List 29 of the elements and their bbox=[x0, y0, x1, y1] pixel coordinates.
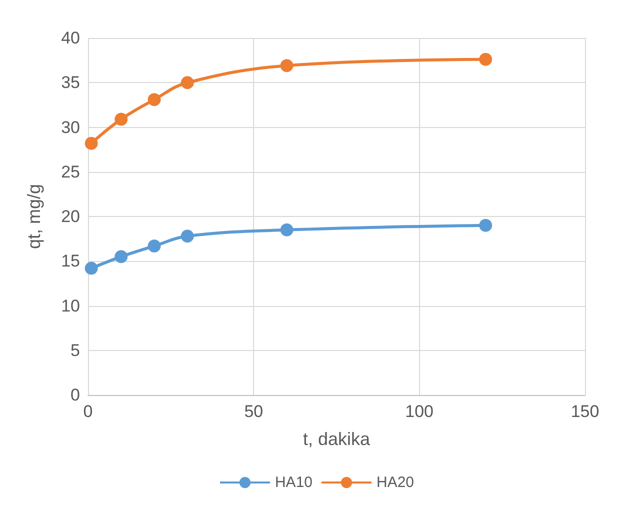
legend-label: HA20 bbox=[376, 474, 414, 491]
y-axis-title: qt, mg/g bbox=[24, 184, 44, 250]
x-tick-label: 0 bbox=[83, 402, 93, 421]
y-tick-label: 30 bbox=[61, 118, 80, 137]
point bbox=[84, 262, 98, 275]
y-tick-label: 0 bbox=[70, 386, 80, 404]
y-tick-label: 35 bbox=[61, 73, 80, 92]
point bbox=[280, 59, 294, 72]
y-tick-label: 15 bbox=[61, 252, 80, 271]
point bbox=[180, 230, 194, 243]
y-tick-label: 40 bbox=[61, 28, 80, 48]
point bbox=[479, 52, 492, 66]
point bbox=[148, 239, 161, 252]
legend-label: HA10 bbox=[274, 474, 313, 491]
y-tick-label: 25 bbox=[61, 162, 80, 182]
x-tick-label: 50 bbox=[244, 402, 264, 421]
point bbox=[114, 112, 128, 126]
point bbox=[84, 136, 98, 150]
x-tick-label: 150 bbox=[570, 402, 600, 421]
point bbox=[479, 218, 492, 232]
point bbox=[180, 76, 194, 90]
x-axis-title: t, dakika bbox=[302, 429, 371, 449]
y-tick-label: 20 bbox=[61, 207, 80, 226]
point bbox=[280, 223, 294, 236]
point bbox=[114, 250, 128, 264]
y-tick-label: 10 bbox=[61, 296, 80, 316]
x-tick-label: 100 bbox=[405, 402, 434, 421]
point bbox=[148, 93, 161, 106]
y-tick-label: 5 bbox=[70, 340, 80, 360]
